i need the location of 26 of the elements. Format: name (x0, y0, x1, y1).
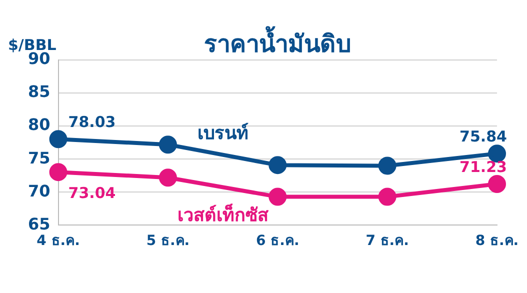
x-tick-label: 7 ธ.ค. (366, 233, 409, 250)
x-tick-label: 4 ธ.ค. (36, 233, 80, 250)
point (268, 156, 287, 174)
y-tick-label: 85 (28, 82, 50, 102)
point (49, 163, 68, 182)
data-label: 73.04 (68, 184, 116, 202)
data-label: 71.23 (460, 158, 507, 176)
chart-title: ราคาน้ำมันดิบ (204, 25, 352, 58)
point (378, 188, 396, 206)
point (158, 136, 177, 154)
data-label: 75.84 (460, 128, 507, 146)
series-label: เบรนท์ (197, 122, 248, 144)
x-tick-label: 8 ธ.ค. (475, 233, 519, 250)
point (49, 130, 68, 148)
y-tick-label: 70 (28, 181, 50, 200)
y-tick-label: 80 (28, 115, 50, 134)
data-label: 78.03 (68, 113, 116, 132)
y-tick-label: 65 (28, 214, 50, 234)
point (378, 156, 396, 175)
point (158, 168, 177, 187)
series-label: เวสต์เท็กซัส (177, 203, 270, 226)
y-tick-label: 75 (28, 148, 50, 168)
point (488, 175, 506, 194)
x-tick-label: 6 ธ.ค. (256, 233, 300, 250)
x-tick-label: 5 ธ.ค. (146, 233, 190, 250)
point (268, 188, 287, 206)
